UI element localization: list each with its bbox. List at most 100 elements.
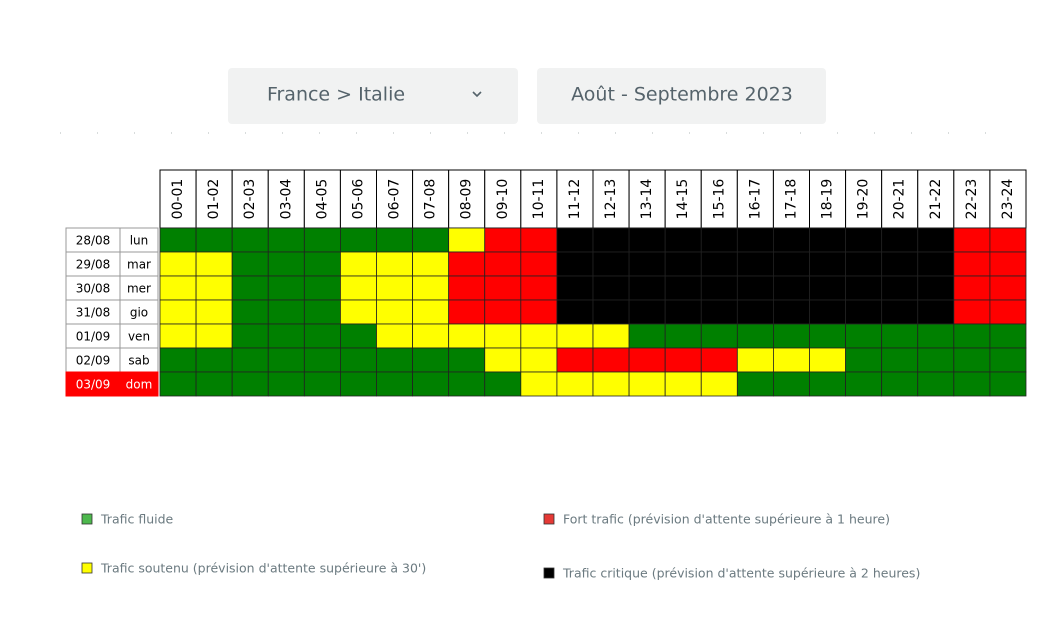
traffic-cell (484, 275, 522, 301)
legend-label: Trafic fluide (100, 512, 174, 527)
traffic-cell (953, 347, 991, 373)
date-label: 31/08 (76, 306, 111, 320)
traffic-cell (231, 251, 269, 277)
traffic-cell (412, 323, 450, 349)
traffic-cell (267, 347, 305, 373)
date-cell (65, 371, 121, 397)
day-cell (119, 371, 159, 397)
traffic-cell (881, 227, 919, 253)
traffic-cell (989, 227, 1027, 253)
hour-label: 23-24 (1000, 179, 1016, 220)
traffic-cell (773, 323, 810, 349)
traffic-cell (340, 323, 377, 349)
traffic-cell (773, 347, 810, 373)
traffic-cell (556, 275, 594, 301)
traffic-cell (556, 227, 594, 253)
traffic-cell (664, 227, 702, 253)
period-select[interactable] (537, 68, 826, 124)
hour-label: 09-10 (495, 179, 511, 220)
traffic-cell (881, 371, 919, 397)
traffic-cell (520, 299, 558, 325)
traffic-cell (195, 227, 233, 253)
hour-label: 07-08 (423, 179, 439, 220)
traffic-cell (628, 299, 666, 325)
traffic-cell (448, 251, 486, 277)
traffic-cell (700, 323, 738, 349)
route-select[interactable] (228, 68, 518, 124)
traffic-cell (989, 275, 1027, 301)
day-label: gio (130, 306, 148, 320)
traffic-cell (700, 371, 738, 397)
traffic-cell (953, 227, 991, 253)
traffic-cell (195, 323, 233, 349)
hour-label: 06-07 (387, 179, 403, 220)
traffic-cell (917, 347, 955, 373)
date-label: 29/08 (76, 258, 111, 272)
traffic-cell (376, 371, 413, 397)
traffic-cell (592, 299, 630, 325)
day-label: ven (128, 330, 150, 344)
traffic-table: 00-01 01-02 02-03 03-04 04-05 05-06 06-07 07-08… (65, 169, 1027, 397)
date-label: 02/09 (76, 354, 111, 368)
hour-label: 02-03 (242, 179, 258, 220)
traffic-cell (845, 299, 883, 325)
traffic-cell (267, 323, 305, 349)
traffic-cell (700, 299, 738, 325)
traffic-cell (989, 299, 1027, 325)
traffic-cell (159, 251, 197, 277)
hour-label: 00-01 (170, 179, 186, 220)
traffic-cell (412, 227, 450, 253)
traffic-cell (159, 299, 197, 325)
hour-header (917, 169, 955, 229)
traffic-cell (448, 371, 486, 397)
traffic-cell (484, 299, 522, 325)
traffic-cell (664, 299, 702, 325)
traffic-cell (340, 347, 377, 373)
traffic-cell (231, 227, 269, 253)
traffic-cell (448, 347, 486, 373)
traffic-cell (700, 347, 738, 373)
traffic-cell (340, 275, 377, 301)
traffic-cell (376, 323, 413, 349)
day-cell (119, 251, 159, 277)
traffic-cell (736, 227, 774, 253)
hour-label: 04-05 (314, 179, 330, 220)
traffic-cell (917, 371, 955, 397)
traffic-cell (159, 275, 197, 301)
hour-header (592, 169, 630, 229)
traffic-cell (989, 251, 1027, 277)
traffic-cell (773, 299, 810, 325)
hour-label: 18-19 (820, 179, 836, 220)
traffic-cell (520, 371, 558, 397)
traffic-cell (267, 275, 305, 301)
hour-header (809, 169, 847, 229)
traffic-cell (159, 371, 197, 397)
traffic-cell (195, 251, 233, 277)
day-label: mer (127, 282, 151, 296)
day-cell (119, 299, 159, 325)
traffic-cell (881, 299, 919, 325)
traffic-cell (592, 347, 630, 373)
hour-label: 17-18 (783, 179, 799, 220)
traffic-cell (989, 323, 1027, 349)
traffic-cell (881, 251, 919, 277)
traffic-cell (845, 371, 883, 397)
day-label: sab (128, 354, 149, 368)
traffic-cell (520, 227, 558, 253)
traffic-cell (412, 275, 450, 301)
traffic-cell (376, 299, 413, 325)
traffic-cell (376, 251, 413, 277)
traffic-cell (195, 299, 233, 325)
day-cell (119, 275, 159, 301)
traffic-cell (953, 371, 991, 397)
traffic-cell (412, 371, 450, 397)
hour-label: 20-21 (892, 179, 908, 220)
traffic-cell (520, 251, 558, 277)
hour-label: 05-06 (350, 179, 366, 220)
traffic-cell (845, 347, 883, 373)
traffic-cell (736, 347, 774, 373)
date-label: 03/09 (76, 378, 111, 392)
hour-header (159, 169, 197, 229)
traffic-cell (881, 323, 919, 349)
day-label: dom (126, 378, 153, 392)
